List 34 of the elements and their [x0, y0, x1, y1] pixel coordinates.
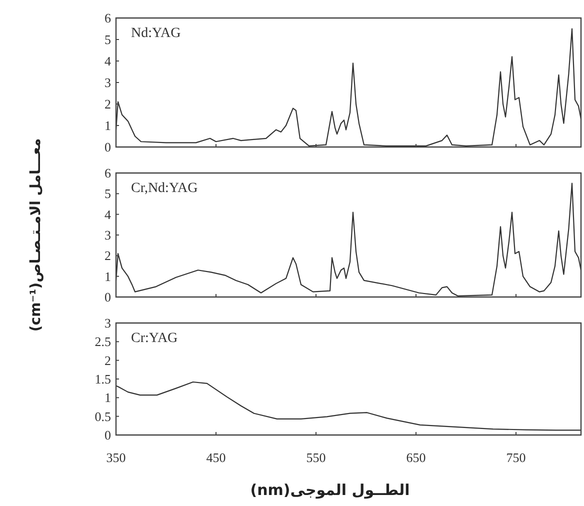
line-series [116, 381, 581, 431]
annotation: Cr,Nd:YAG [131, 181, 198, 196]
y-axis-title: معـــامل الامـتـصـاص(cm⁻¹) [28, 138, 44, 332]
y-tick-label: 5 [104, 186, 111, 202]
line-series [116, 28, 581, 146]
x-axis-title: الطــول الموجى(nm) [250, 481, 410, 499]
y-tick-label: 0.5 [94, 408, 111, 424]
y-tick-label: 1 [104, 390, 111, 406]
annotation: Cr:YAG [131, 331, 178, 346]
y-tick-label: 2 [104, 352, 111, 368]
x-tick-label: 350 [106, 450, 126, 465]
y-tick-label: 0 [104, 140, 111, 154]
y-tick-label: 2 [104, 248, 111, 264]
x-tick-label: 550 [306, 450, 326, 465]
y-tick-label: 0 [104, 428, 111, 442]
y-tick-label: 2 [104, 96, 111, 112]
y-tick-label: 4 [104, 206, 112, 222]
y-tick-label: 3 [104, 75, 111, 90]
x-tick-label: 450 [206, 450, 226, 465]
x-tick-label: 650 [406, 450, 426, 465]
y-tick-label: 1 [104, 268, 111, 284]
y-tick-label: 6 [104, 10, 112, 26]
y-tick-label: 3 [104, 228, 111, 242]
y-tick-label: 0 [104, 290, 111, 304]
annotation: Nd:YAG [131, 26, 181, 41]
y-tick-label: 4 [104, 54, 112, 68]
line-series [116, 182, 581, 297]
y-tick-label: 1 [104, 118, 111, 133]
y-tick-label: 3 [104, 316, 111, 330]
y-tick-label: 6 [104, 166, 112, 180]
x-tick-label: 750 [506, 450, 526, 465]
y-tick-label: 2.5 [94, 334, 111, 350]
y-tick-label: 1.5 [94, 372, 111, 386]
y-tick-label: 5 [104, 32, 111, 47]
